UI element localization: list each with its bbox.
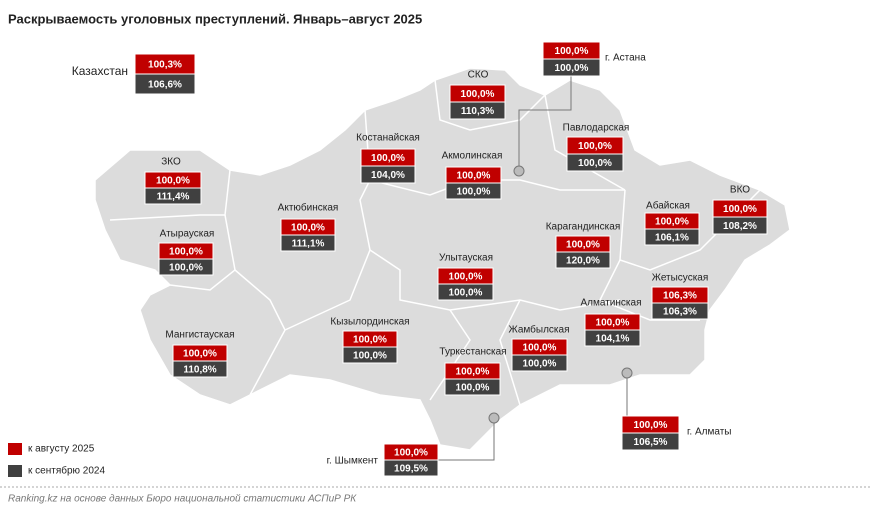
box-2024 [445,182,502,200]
region-name: Жамбылская [509,324,570,336]
box-2024 [651,302,709,320]
region-name: СКО [468,70,489,81]
region-name: Улытауская [439,253,493,264]
callout-line [518,75,572,171]
box-2024 [511,354,568,372]
value-2025: 100,0% [394,448,428,459]
value-2025: 100,0% [169,247,203,258]
region-name: Туркестанская [439,347,506,358]
value-2024: 100,0% [555,63,589,74]
value-2025: 100,0% [723,204,757,215]
region-name: Карагандинская [546,222,621,233]
legend-swatch-2024 [8,465,22,477]
value-2024: 111,1% [292,239,325,250]
box-2024 [383,459,439,477]
box-2024 [584,329,641,347]
region-name: Абайская [646,200,690,212]
value-2025: 100,0% [566,240,600,251]
box-2024 [280,234,336,252]
value-2024: 100,0% [523,359,557,370]
value-2025: 100,0% [457,171,491,182]
value-2025: 100,0% [156,176,190,187]
region-name: Кызылординская [330,317,409,328]
value-2025: 100,0% [461,89,495,100]
region-name: г. Шымкент [327,456,379,467]
region-name: ЗКО [161,157,181,168]
value-2024: 111,4% [157,192,190,203]
box-2024 [644,228,700,246]
value-2025: 100,0% [578,141,612,152]
value-2025: 100,0% [523,343,557,354]
value-2024: 120,0% [566,256,600,267]
value-2024: 106,3% [663,307,697,318]
legend-swatch-2025 [8,443,22,455]
region-name: г. Астана [605,53,646,64]
value-2024: 106,1% [655,233,689,244]
box-2024 [621,432,680,451]
value-2025: 100,3% [148,60,182,71]
legend-label: к августу 2025 [28,444,95,455]
value-2025: 100,0% [555,46,589,57]
value-2024: 100,0% [169,263,203,274]
city-marker [513,165,525,177]
region-name: Алматинская [581,298,642,309]
value-2024: 100,0% [578,158,612,169]
source: Ranking.kz на основе данных Бюро национа… [8,494,357,505]
city-marker [621,367,633,379]
box-2024 [444,378,501,396]
box-2024 [555,251,611,269]
box-2024 [542,58,601,77]
region-name: Атырауская [160,229,215,240]
value-2025: 100,0% [456,367,490,378]
value-2025: 100,0% [634,420,668,431]
value-2024: 100,0% [449,288,483,299]
value-2024: 110,3% [461,106,494,117]
value-2024: 110,8% [183,365,216,376]
value-2025: 100,0% [596,318,630,329]
region-name: Мангистауская [165,330,234,341]
region-name: Актюбинская [278,202,339,214]
value-2024: 100,0% [456,383,490,394]
value-2025: 106,3% [663,291,697,302]
value-2024: 109,5% [394,464,428,475]
box-2024 [342,346,398,364]
value-2025: 100,0% [291,223,325,234]
box-2024 [449,101,506,120]
value-2024: 100,0% [353,351,387,362]
value-2025: 100,0% [449,272,483,283]
region-name: Костанайская [356,133,420,144]
region-name: Казахстан [72,64,128,78]
value-2025: 100,0% [371,153,405,164]
value-2024: 108,2% [723,221,757,232]
box-2024 [566,153,624,172]
value-2025: 100,0% [353,335,387,346]
value-2024: 106,5% [634,437,668,448]
region-name: г. Алматы [687,427,731,438]
value-2024: 104,1% [596,334,630,345]
value-2025: 100,0% [183,349,217,360]
box-2024 [172,360,228,378]
title: Раскрываемость уголовных преступлений. Я… [8,11,422,26]
region-name: Жетысуская [652,273,709,284]
box-2024 [144,187,202,205]
value-2024: 104,0% [371,170,405,181]
region-name: Павлодарская [563,123,630,134]
box-2024 [134,73,196,95]
callout-line [438,418,495,461]
box-2024 [437,283,494,301]
value-2025: 100,0% [655,217,689,228]
box-2024 [158,258,214,276]
city-marker [488,412,500,424]
region-name: Акмолинская [442,151,503,162]
box-2024 [712,216,768,235]
value-2024: 100,0% [457,187,491,198]
value-2024: 106,6% [148,80,182,91]
region-name: ВКО [730,185,750,196]
legend-label: к сентябрю 2024 [28,465,105,477]
box-2024 [360,165,416,184]
